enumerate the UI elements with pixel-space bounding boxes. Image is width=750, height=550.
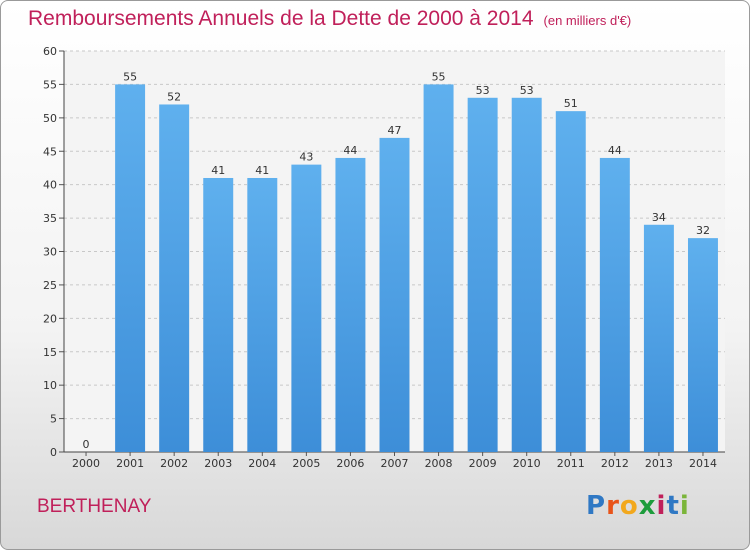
bar-value-label: 44 <box>343 144 357 157</box>
y-tick-label: 10 <box>43 379 57 392</box>
x-tick-label: 2014 <box>689 457 717 470</box>
bar-value-label: 34 <box>652 211 666 224</box>
bar <box>643 224 674 452</box>
bar <box>555 111 586 453</box>
logo-letter: i <box>656 491 667 521</box>
bar <box>203 177 234 452</box>
commune-name: BERTHENAY <box>37 496 152 517</box>
y-tick-label: 35 <box>43 212 57 225</box>
bar <box>379 137 410 452</box>
bar <box>423 84 454 453</box>
logo-letter: r <box>606 491 620 521</box>
y-tick-label: 15 <box>43 346 57 359</box>
logo-letter: t <box>666 491 680 521</box>
chart-title: Remboursements Annuels de la Dette de 20… <box>28 7 631 31</box>
chart-title-text: Remboursements Annuels de la Dette de 20… <box>28 7 534 30</box>
bar <box>335 157 366 452</box>
bar <box>115 84 146 453</box>
y-tick-label: 60 <box>43 45 57 58</box>
bar-value-label: 41 <box>211 164 225 177</box>
x-tick-label: 2002 <box>160 457 188 470</box>
y-tick-label: 40 <box>43 179 57 192</box>
x-tick-label: 2006 <box>336 457 364 470</box>
logo-letter: x <box>638 491 657 521</box>
bar-value-label: 53 <box>476 84 490 97</box>
bar-value-label: 44 <box>608 144 622 157</box>
bar <box>247 177 278 452</box>
y-tick-label: 5 <box>50 413 57 426</box>
y-tick-label: 0 <box>50 446 57 459</box>
x-tick-label: 2012 <box>601 457 629 470</box>
logo-letter: i <box>679 491 690 521</box>
bar-value-label: 53 <box>520 84 534 97</box>
x-tick-label: 2011 <box>557 457 585 470</box>
bar-value-label: 55 <box>123 70 137 83</box>
bar-value-label: 32 <box>696 224 710 237</box>
bar-value-label: 55 <box>432 70 446 83</box>
y-tick-label: 50 <box>43 112 57 125</box>
bar-value-label: 51 <box>564 97 578 110</box>
x-tick-label: 2013 <box>645 457 673 470</box>
y-tick-label: 45 <box>43 145 57 158</box>
bar-value-label: 0 <box>83 438 90 451</box>
logo-letter: o <box>619 491 639 521</box>
x-tick-label: 2000 <box>72 457 100 470</box>
bar <box>291 164 322 452</box>
x-tick-label: 2009 <box>469 457 497 470</box>
x-tick-label: 2001 <box>116 457 144 470</box>
x-tick-label: 2004 <box>248 457 276 470</box>
bar-value-label: 41 <box>255 164 269 177</box>
x-tick-label: 2008 <box>425 457 453 470</box>
x-tick-label: 2003 <box>204 457 232 470</box>
bar <box>599 157 630 452</box>
y-tick-label: 20 <box>43 312 57 325</box>
y-tick-label: 30 <box>43 246 57 259</box>
bar <box>159 104 190 452</box>
x-tick-label: 2010 <box>513 457 541 470</box>
bar-value-label: 52 <box>167 90 181 103</box>
chart-unit: (en milliers d'€) <box>543 13 632 28</box>
bar-value-label: 47 <box>388 124 402 137</box>
x-tick-label: 2005 <box>292 457 320 470</box>
y-tick-label: 55 <box>43 78 57 91</box>
logo-letter: P <box>586 491 607 521</box>
bar <box>467 97 498 453</box>
x-tick-label: 2007 <box>381 457 409 470</box>
bar <box>511 97 542 453</box>
y-tick-label: 25 <box>43 279 57 292</box>
proxiti-logo: Proxiti <box>586 491 690 521</box>
bar-value-label: 43 <box>299 151 313 164</box>
bar <box>687 238 718 452</box>
